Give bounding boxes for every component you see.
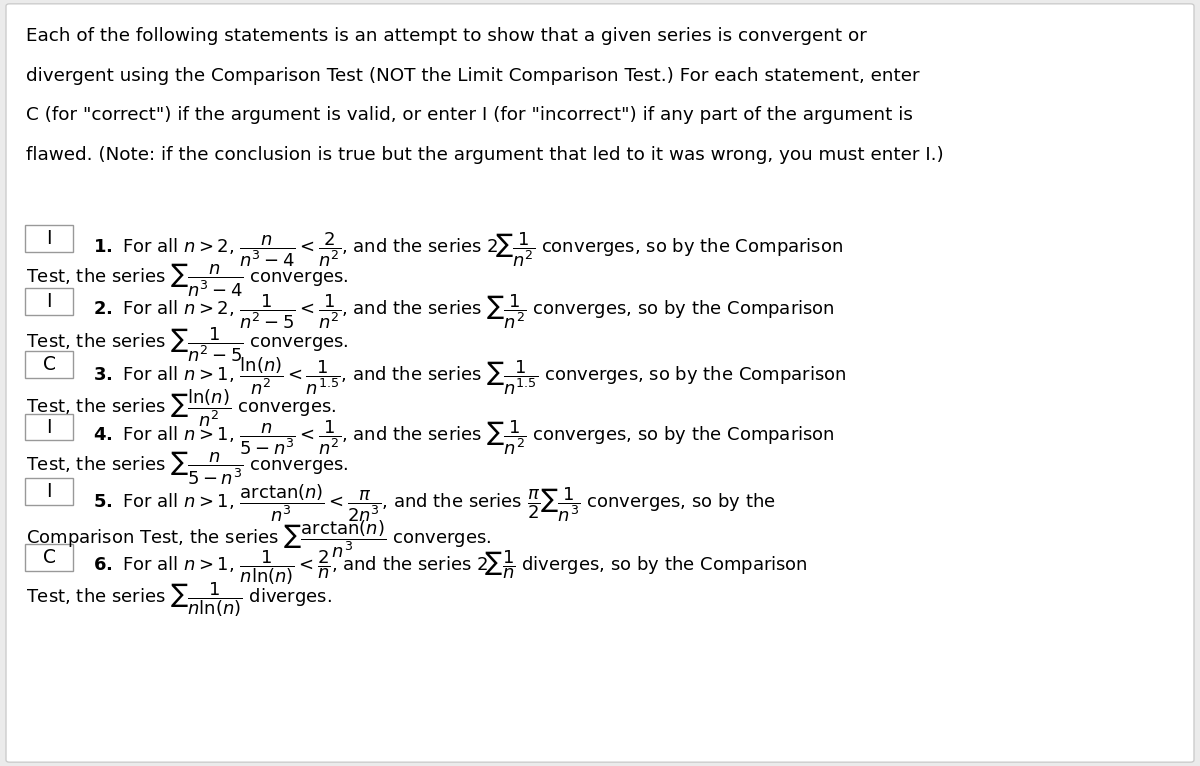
Text: $\mathbf{3.}$ For all $n > 1$, $\dfrac{\ln(n)}{n^2} < \dfrac{1}{n^{1.5}}$, and t: $\mathbf{3.}$ For all $n > 1$, $\dfrac{\… (82, 355, 846, 397)
FancyBboxPatch shape (25, 478, 73, 505)
Text: C: C (43, 548, 55, 567)
Text: I: I (47, 482, 52, 501)
Text: Test, the series $\sum \dfrac{\ln(n)}{n^2}$ converges.: Test, the series $\sum \dfrac{\ln(n)}{n^… (26, 388, 337, 429)
FancyBboxPatch shape (25, 225, 73, 252)
Text: $\mathbf{1.}$ For all $n > 2$, $\dfrac{n}{n^3-4} < \dfrac{2}{n^2}$, and the seri: $\mathbf{1.}$ For all $n > 2$, $\dfrac{n… (82, 230, 842, 269)
Text: Test, the series $\sum \dfrac{n}{n^3-4}$ converges.: Test, the series $\sum \dfrac{n}{n^3-4}$… (26, 262, 349, 299)
Text: I: I (47, 417, 52, 437)
Text: C: C (43, 355, 55, 374)
FancyBboxPatch shape (25, 544, 73, 571)
Text: Each of the following statements is an attempt to show that a given series is co: Each of the following statements is an a… (26, 27, 868, 44)
FancyBboxPatch shape (6, 4, 1194, 762)
Text: Test, the series $\sum \dfrac{n}{5-n^3}$ converges.: Test, the series $\sum \dfrac{n}{5-n^3}$… (26, 450, 349, 487)
FancyBboxPatch shape (25, 351, 73, 378)
FancyBboxPatch shape (25, 414, 73, 440)
Text: $\mathbf{2.}$ For all $n > 2$, $\dfrac{1}{n^2-5} < \dfrac{1}{n^2}$, and the seri: $\mathbf{2.}$ For all $n > 2$, $\dfrac{1… (82, 293, 834, 332)
Text: Test, the series $\sum \dfrac{1}{n^2-5}$ converges.: Test, the series $\sum \dfrac{1}{n^2-5}$… (26, 325, 349, 364)
Text: Test, the series $\sum \dfrac{1}{n\ln(n)}$ diverges.: Test, the series $\sum \dfrac{1}{n\ln(n)… (26, 581, 332, 619)
FancyBboxPatch shape (25, 288, 73, 315)
Text: $\mathbf{4.}$ For all $n > 1$, $\dfrac{n}{5-n^3} < \dfrac{1}{n^2}$, and the seri: $\mathbf{4.}$ For all $n > 1$, $\dfrac{n… (82, 418, 834, 457)
Text: I: I (47, 229, 52, 248)
Text: $\mathbf{6.}$ For all $n > 1$, $\dfrac{1}{n\ln(n)} < \dfrac{2}{n}$, and the seri: $\mathbf{6.}$ For all $n > 1$, $\dfrac{1… (82, 548, 808, 587)
Text: $\mathbf{5.}$ For all $n > 1$, $\dfrac{\arctan(n)}{n^3} < \dfrac{\pi}{2n^3}$, an: $\mathbf{5.}$ For all $n > 1$, $\dfrac{\… (82, 483, 775, 524)
Text: flawed. (Note: if the conclusion is true but the argument that led to it was wro: flawed. (Note: if the conclusion is true… (26, 146, 944, 164)
Text: C (for "correct") if the argument is valid, or enter I (for "incorrect") if any : C (for "correct") if the argument is val… (26, 106, 913, 124)
Text: Comparison Test, the series $\sum \dfrac{\arctan(n)}{n^3}$ converges.: Comparison Test, the series $\sum \dfrac… (26, 518, 492, 559)
Text: I: I (47, 292, 52, 311)
Text: divergent using the Comparison Test (NOT the Limit Comparison Test.) For each st: divergent using the Comparison Test (NOT… (26, 67, 920, 84)
